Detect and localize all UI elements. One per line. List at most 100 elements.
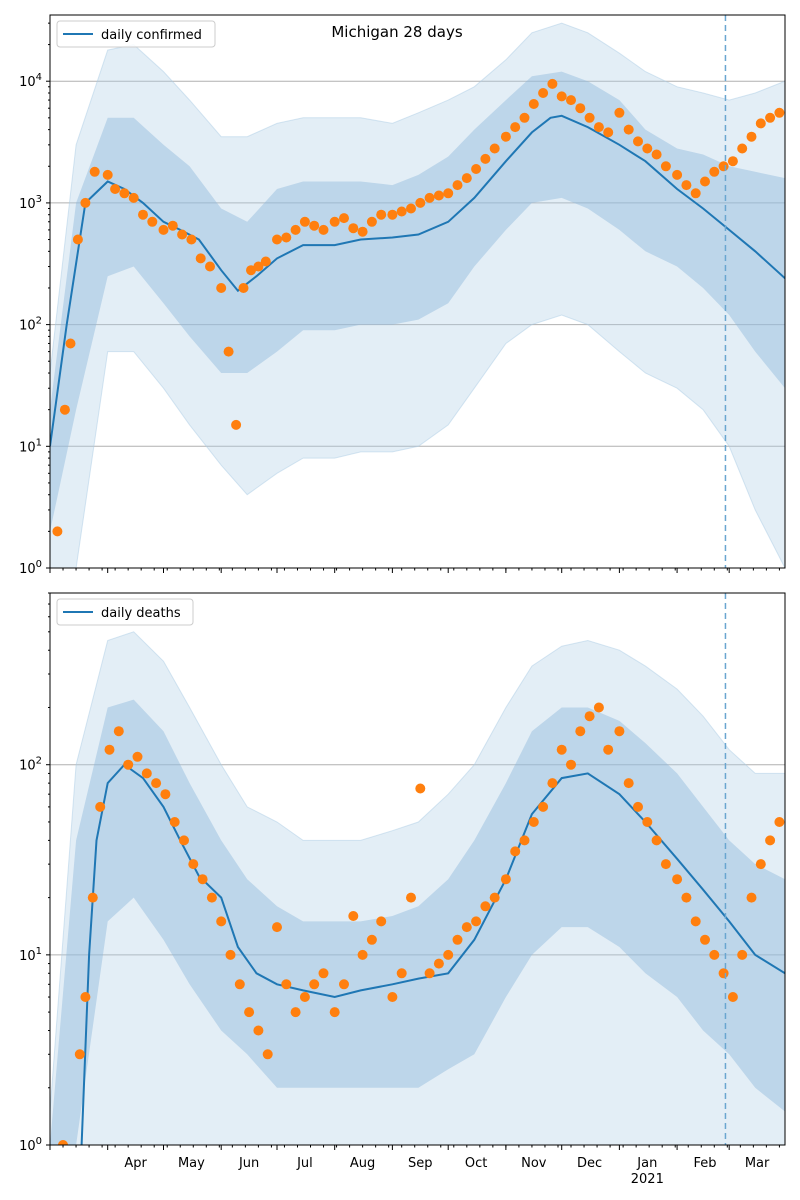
confirmed-y-tick-label: 104 [19,72,42,90]
deaths-point [179,835,189,846]
deaths-point [272,922,282,933]
confirmed-point [272,234,282,245]
confirmed-y-tick-label: 101 [19,437,42,455]
deaths-x-ticks: Apr May Jun Jul Aug Sep Oct Nov Dec Jan Feb Mar 2021 [49,1145,780,1187]
confirmed-point [138,209,148,220]
confirmed-point [415,197,426,208]
confirmed-point [681,180,692,191]
deaths-axes-frame [49,592,786,1146]
confirmed-panel: 100 101 102 103 104 Michigan 28 days daily c… [19,14,786,577]
confirmed-outer-band [50,22,785,568]
deaths-point [443,949,454,960]
confirmed-y-tick-label: 102 [19,316,42,334]
x-tick-label: Apr [124,1156,147,1171]
x-tick-label: May [178,1156,205,1171]
deaths-point [774,817,785,827]
deaths-point [244,1007,255,1018]
x-tick-label: Mar [745,1156,770,1171]
deaths-point [642,817,653,827]
deaths-point [500,874,511,885]
deaths-point [188,859,199,870]
deaths-uncertainty-bands [50,631,785,1145]
deaths-point [329,1007,340,1018]
confirmed-point [690,188,701,199]
deaths-point [74,1049,85,1060]
deaths-point [765,835,776,846]
confirmed-point [452,180,463,191]
deaths-point [309,979,320,990]
confirmed-point [623,124,634,135]
confirmed-point [633,136,643,147]
confirmed-point [433,190,444,201]
confirmed-point [102,169,113,180]
confirmed-point [660,161,671,172]
confirmed-point [584,112,595,123]
confirmed-x-ticks [49,568,780,573]
confirmed-point [528,99,539,109]
deaths-point [396,968,407,979]
deaths-point [123,759,134,770]
deaths-point [234,979,245,990]
deaths-point [387,992,398,1002]
confirmed-point [387,209,398,220]
deaths-point [151,778,162,789]
deaths-point [339,979,349,990]
confirmed-point [177,229,188,240]
confirmed-point [238,283,249,293]
confirmed-point [718,161,729,172]
x-tick-label: Nov [521,1156,547,1171]
confirmed-line-layer [50,114,785,447]
deaths-point [538,801,549,812]
confirmed-point [471,164,482,174]
x-year-label: 2021 [631,1172,664,1187]
confirmed-point [366,216,377,227]
confirmed-point [309,220,320,231]
confirmed-y-tick-label: 103 [19,194,42,212]
confirmed-point [614,107,625,118]
deaths-point [95,801,106,812]
deaths-point [510,846,521,857]
confirmed-point [547,78,558,89]
deaths-point [480,901,491,912]
confirmed-point [774,107,785,118]
confirmed-legend: daily confirmed [56,20,216,48]
deaths-point [160,789,171,800]
deaths-point [603,744,614,755]
deaths-point [556,744,567,755]
deaths-outer-band [50,631,785,1145]
confirmed-point [672,169,683,180]
deaths-point [104,744,115,755]
deaths-point [471,916,482,927]
deaths-point [366,934,377,945]
confirmed-point [480,153,491,164]
deaths-point [415,783,426,794]
confirmed-point [510,122,521,133]
deaths-point [547,778,558,789]
confirmed-point [281,232,292,243]
confirmed-point [318,224,329,235]
deaths-point [169,817,180,827]
confirmed-point [424,192,435,203]
deaths-point [113,726,124,737]
deaths-point [348,911,359,921]
confirmed-points [52,78,785,537]
confirmed-point [216,283,227,293]
confirmed-point [727,156,738,167]
confirmed-point [556,91,567,102]
deaths-y-tick-label: 102 [19,756,42,774]
confirmed-point [147,216,158,227]
confirmed-point [651,149,662,160]
confirmed-point [538,88,549,98]
deaths-point [206,892,217,903]
confirmed-point [260,256,271,267]
confirmed-point [700,176,710,187]
deaths-points [58,702,785,1145]
deaths-point [575,726,586,737]
confirmed-point [357,226,368,237]
confirmed-y-ticks: 100 101 102 103 104 [19,22,50,577]
deaths-point [755,859,766,870]
confirmed-point [65,338,76,349]
confirmed-point [329,216,340,227]
deaths-point [452,934,463,945]
